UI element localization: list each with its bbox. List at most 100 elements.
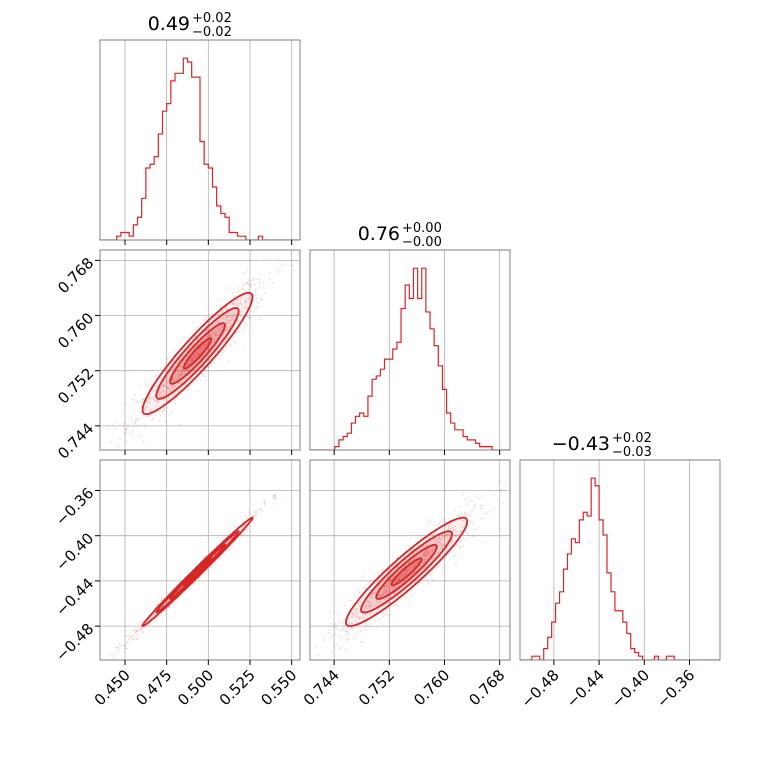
sample-point <box>515 481 517 483</box>
sample-point <box>228 360 230 363</box>
sample-point <box>119 644 122 646</box>
sample-point <box>236 302 239 305</box>
sample-point <box>158 419 161 422</box>
sample-point <box>401 562 403 565</box>
sample-point <box>237 299 240 301</box>
sample-point <box>454 532 457 535</box>
sample-point <box>351 613 354 616</box>
sample-point <box>158 393 161 395</box>
sample-point <box>229 316 232 319</box>
sample-point <box>427 568 430 571</box>
sample-point <box>177 373 180 376</box>
sample-point <box>459 505 462 508</box>
sample-point <box>109 653 111 656</box>
sample-point <box>473 528 476 531</box>
x-tick-label: 0.744 <box>300 666 343 709</box>
sample-point <box>473 535 475 538</box>
sample-point <box>206 569 208 572</box>
sample-point <box>125 428 128 431</box>
sample-point <box>439 520 442 523</box>
sample-point <box>378 617 381 620</box>
sample-point <box>365 604 368 607</box>
sample-point <box>374 592 377 594</box>
sample-point <box>365 606 368 609</box>
sample-point <box>235 304 238 307</box>
sample-point <box>130 635 133 638</box>
sample-point <box>335 627 338 630</box>
y-tick-label: −0.36 <box>52 484 97 529</box>
sample-point <box>255 307 258 310</box>
x-tick-label: −0.44 <box>563 666 608 711</box>
sample-point <box>406 577 409 580</box>
sample-point <box>346 632 349 635</box>
x-tick-label: 0.760 <box>410 666 453 709</box>
sample-point <box>169 388 172 391</box>
sample-point <box>118 437 121 440</box>
sample-point <box>229 320 231 323</box>
sample-point <box>457 515 460 517</box>
sample-point <box>394 581 397 584</box>
sample-point <box>352 616 355 619</box>
sample-point <box>362 572 365 575</box>
sample-point <box>173 359 176 362</box>
sample-point <box>121 412 124 415</box>
sample-point <box>241 288 244 291</box>
sample-point <box>242 283 245 285</box>
sample-point <box>144 381 147 384</box>
sample-point <box>460 530 463 533</box>
y-tick-label: −0.44 <box>52 575 97 620</box>
sample-point <box>173 385 175 387</box>
sample-point <box>464 511 467 514</box>
sample-point <box>124 433 127 436</box>
sample-point <box>437 552 440 554</box>
sample-point <box>193 355 196 358</box>
sample-point <box>175 598 178 601</box>
sample-point <box>261 509 264 512</box>
sample-point <box>412 547 415 550</box>
sample-point <box>266 258 269 261</box>
sample-point <box>105 662 107 664</box>
sample-point <box>133 422 136 425</box>
sample-point <box>139 627 142 630</box>
sample-point <box>124 647 127 650</box>
y-tick-label: 0.752 <box>54 364 97 407</box>
histogram-step <box>100 57 300 240</box>
sample-point <box>169 384 172 387</box>
sample-point <box>194 362 196 365</box>
sample-point <box>389 579 392 582</box>
sample-point <box>403 595 405 598</box>
sample-point <box>363 587 366 589</box>
sample-point <box>390 578 393 581</box>
sample-point <box>291 264 294 267</box>
sample-point <box>228 319 231 322</box>
sample-point <box>159 414 162 417</box>
sample-point <box>452 531 455 534</box>
sample-point <box>467 496 470 499</box>
sample-point <box>393 581 396 583</box>
sample-point <box>343 617 346 620</box>
sample-point <box>394 592 396 595</box>
sample-point <box>152 398 155 401</box>
sample-point <box>196 367 199 369</box>
sample-point <box>253 516 256 519</box>
sample-point <box>479 505 482 508</box>
sample-point <box>327 631 330 634</box>
sample-point <box>340 622 343 625</box>
sample-point <box>382 593 385 596</box>
sample-point <box>171 376 174 379</box>
sample-point <box>198 353 201 356</box>
sample-point <box>203 346 206 349</box>
sample-point <box>142 398 145 401</box>
sample-point <box>413 565 416 567</box>
sample-point <box>244 322 247 325</box>
sample-point <box>395 562 397 565</box>
sample-point <box>479 517 482 520</box>
sample-point <box>136 638 139 640</box>
sample-point <box>237 290 240 293</box>
sample-point <box>206 334 209 337</box>
sample-point <box>258 285 261 288</box>
sample-point <box>386 596 389 599</box>
sample-point <box>425 576 428 579</box>
sample-point <box>275 493 278 496</box>
sample-point <box>245 522 248 525</box>
